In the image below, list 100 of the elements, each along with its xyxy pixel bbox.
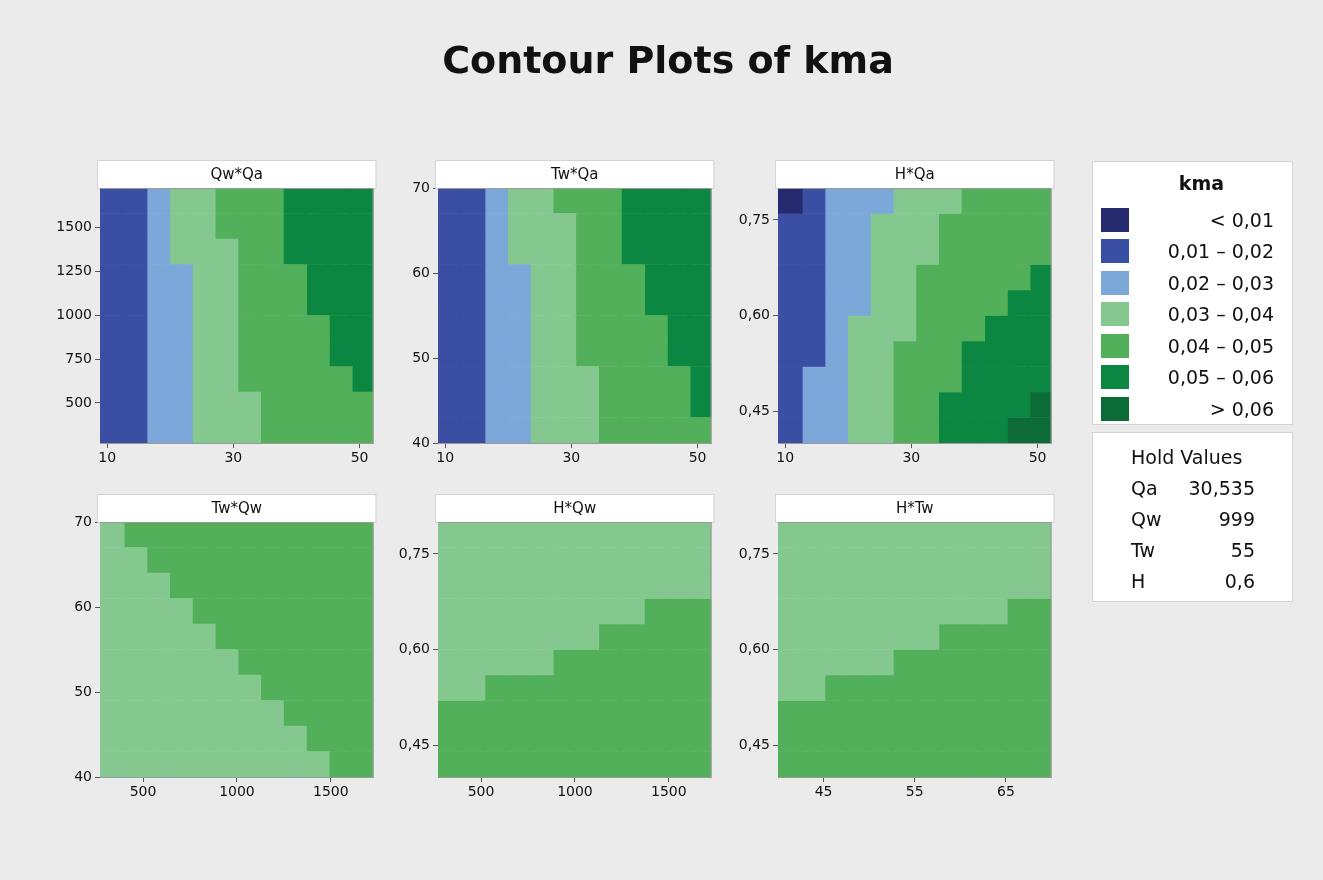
y-tick-label: 0,60 <box>738 306 770 323</box>
point <box>459 417 486 443</box>
y-tick-label: 60 <box>74 597 92 614</box>
point <box>527 649 554 676</box>
text: Contour Plots of kma <box>441 38 895 82</box>
legend-label: 0,01 – 0,02 <box>1166 240 1275 263</box>
point <box>890 264 917 291</box>
point <box>212 366 239 393</box>
x-tick-label: 1000 <box>557 783 593 800</box>
point <box>121 264 148 291</box>
point <box>349 315 374 342</box>
point <box>572 623 600 650</box>
point <box>189 623 216 650</box>
point <box>121 547 148 574</box>
point <box>280 725 307 752</box>
point <box>280 289 308 316</box>
category-label: Tw <box>1131 538 1156 563</box>
point <box>1027 674 1052 701</box>
point <box>981 598 1008 625</box>
x-tick-label: 50 <box>350 449 369 466</box>
point <box>687 213 712 240</box>
legend-label: 0,04 – 0,05 <box>1166 334 1275 357</box>
point <box>799 213 826 240</box>
point <box>212 289 239 316</box>
y-tick-label: 50 <box>74 682 92 699</box>
point <box>1027 725 1052 752</box>
x-tick-label: 50 <box>688 449 707 466</box>
point <box>121 340 148 367</box>
point <box>459 213 486 240</box>
point <box>687 238 712 265</box>
x-tick-label: 1500 <box>651 783 687 800</box>
text: > 0,06 <box>1208 397 1275 420</box>
point <box>890 315 917 342</box>
point <box>527 188 554 214</box>
point <box>459 188 486 214</box>
point <box>778 391 803 418</box>
category-label: H <box>1131 569 1146 594</box>
point <box>1027 649 1052 676</box>
category-label: Qw <box>1131 507 1162 532</box>
point <box>799 340 826 367</box>
point <box>618 264 646 291</box>
chart-title: H*Qa <box>894 164 935 183</box>
text: 30,535 <box>1188 477 1255 499</box>
y-tick-label: 70 <box>74 512 92 529</box>
point <box>1027 238 1052 265</box>
point <box>121 188 148 214</box>
point <box>121 417 148 443</box>
point <box>867 188 894 214</box>
point <box>550 264 577 291</box>
x-tick-label: 50 <box>1028 449 1047 466</box>
point <box>1004 391 1031 418</box>
point <box>189 213 216 240</box>
point <box>326 366 353 393</box>
point <box>550 315 577 342</box>
point <box>121 391 148 418</box>
point <box>799 315 826 342</box>
point <box>799 674 826 701</box>
point <box>1027 340 1052 367</box>
point <box>687 340 712 367</box>
x-tick-label: 10 <box>776 449 795 466</box>
point <box>1004 264 1031 291</box>
point <box>687 417 712 443</box>
chart-title: Qw*Qa <box>210 164 264 183</box>
point <box>189 188 216 214</box>
point <box>349 289 374 316</box>
point <box>303 751 330 777</box>
text: < 0,01 <box>1208 208 1275 231</box>
point <box>799 238 826 265</box>
x-tick-label: 30 <box>224 449 243 466</box>
point <box>349 238 374 265</box>
point <box>121 366 148 393</box>
point <box>1027 598 1052 625</box>
y-tick-label: 40 <box>74 767 92 784</box>
x-tick-label: 55 <box>905 783 924 800</box>
category-label: Qa <box>1131 476 1158 501</box>
y-tick-label: 70 <box>412 178 430 195</box>
point <box>550 238 577 265</box>
y-tick-label: 0,60 <box>738 640 770 657</box>
point <box>618 598 645 625</box>
point <box>121 238 148 265</box>
point <box>890 289 917 316</box>
point <box>1027 572 1052 599</box>
point <box>1027 289 1052 316</box>
point <box>687 264 712 291</box>
text: 999 <box>1218 508 1255 530</box>
point <box>121 315 148 342</box>
text: 0,6 <box>1224 570 1255 592</box>
x-tick-label: 65 <box>997 783 1015 800</box>
x-tick-label: 10 <box>436 449 455 466</box>
y-tick-label: 0,45 <box>738 735 770 752</box>
point <box>459 340 486 367</box>
point <box>349 213 374 240</box>
point <box>664 391 691 418</box>
y-tick-label: 60 <box>412 263 430 280</box>
point <box>867 391 894 418</box>
point <box>664 366 691 393</box>
point <box>799 289 826 316</box>
point <box>212 340 239 367</box>
text: Hold Values <box>1131 445 1244 470</box>
y-tick-label: 0,75 <box>738 544 770 561</box>
